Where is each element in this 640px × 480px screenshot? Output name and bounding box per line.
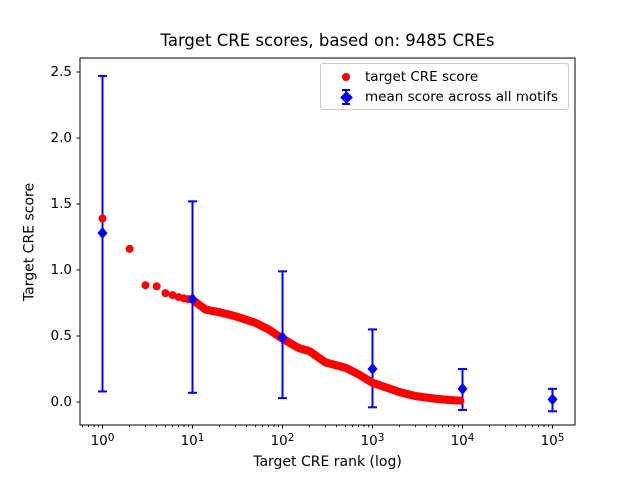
scatter-point: [141, 281, 150, 290]
x-tick-label: 105: [540, 431, 565, 449]
mean-point: [547, 393, 558, 406]
red-scatter-series: [98, 214, 465, 405]
legend-entry-target-cre-score: target CRE score: [321, 67, 568, 87]
y-tick-label: 2.5: [50, 63, 72, 80]
mean-point: [187, 293, 198, 306]
scatter-point: [168, 291, 177, 300]
legend: target CRE score mean score across all m…: [320, 63, 569, 110]
y-tick-label: 0.5: [50, 328, 72, 345]
x-axis-label: Target CRE rank (log): [253, 454, 402, 470]
red-circle-marker-icon: [338, 67, 354, 87]
x-tick-label: 102: [270, 431, 295, 449]
legend-label: mean score across all motifs: [365, 89, 559, 105]
y-axis-label: Target CRE score: [21, 182, 37, 301]
scatter-point: [161, 289, 170, 298]
mean-point: [457, 382, 468, 395]
mean-point: [277, 331, 288, 344]
plot-title: Target CRE scores, based on: 9485 CREs: [160, 31, 495, 50]
scatter-point: [456, 396, 465, 405]
y-tick-label: 2.0: [50, 130, 72, 146]
y-tick-label: 1.5: [50, 196, 72, 212]
scatter-point: [98, 214, 107, 223]
mean-point: [367, 363, 378, 376]
y-tick-label: 0.0: [50, 394, 72, 411]
x-tick-label: 103: [360, 431, 385, 449]
scatter-point: [152, 282, 161, 291]
scatter-point: [125, 244, 134, 253]
axes-frame: [76, 57, 576, 429]
mean-diamond-markers: [97, 227, 558, 406]
x-tick-label: 101: [180, 431, 205, 449]
x-tick-label: 100: [90, 431, 115, 449]
legend-entry-mean-score: mean score across all motifs: [321, 87, 568, 107]
mean-point: [97, 227, 108, 240]
x-tick-label: 104: [450, 431, 475, 449]
legend-label: target CRE score: [365, 69, 479, 85]
blue-diamond-errorbar-icon: [338, 87, 354, 107]
y-tick-label: 1.0: [50, 262, 72, 278]
